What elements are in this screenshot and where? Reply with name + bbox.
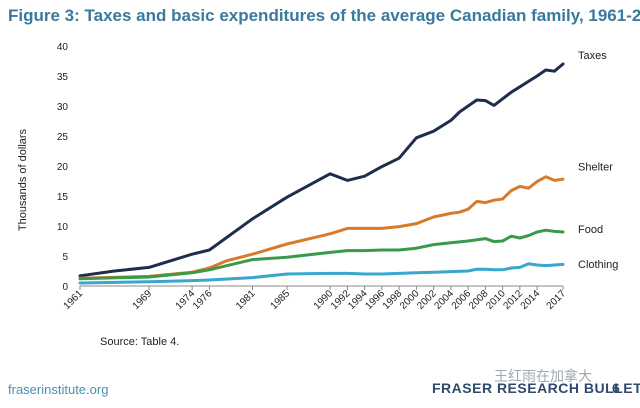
x-tick-label: 1981	[234, 288, 258, 312]
y-tick-label: 25	[57, 132, 69, 143]
y-tick-label: 40	[57, 42, 69, 53]
y-tick-label: 5	[62, 252, 68, 263]
x-tick-label: 1985	[269, 288, 293, 312]
source-note: Source: Table 4.	[100, 336, 180, 348]
y-axis: 0 5 10 15 20 25 30 35 40	[57, 42, 69, 293]
series-line-shelter	[78, 175, 565, 280]
x-tick-label: 2017	[545, 288, 569, 312]
series-label-taxes: Taxes	[578, 50, 607, 62]
y-tick-label: 15	[57, 192, 69, 203]
website-link[interactable]: fraserinstitute.org	[8, 382, 109, 397]
series-line-food	[78, 228, 565, 281]
series-line-clothing	[78, 262, 565, 285]
y-tick-label: 10	[57, 222, 69, 233]
y-tick-label: 20	[57, 162, 69, 173]
y-tick-label: 35	[57, 72, 69, 83]
publication-name: FRASER RESEARCH BULLETIN	[432, 380, 640, 396]
watermark-text: 王红雨在加拿大	[494, 368, 592, 384]
y-axis-label: Thousands of dollars	[17, 128, 29, 231]
y-tick-label: 30	[57, 102, 69, 113]
series-line-taxes	[78, 62, 565, 278]
page-number: 6	[612, 380, 620, 396]
x-tick-label: 1969	[131, 288, 155, 312]
series-labels: Taxes Shelter Food Clothing	[578, 50, 618, 271]
series-lines	[78, 62, 565, 285]
series-label-shelter: Shelter	[578, 162, 613, 174]
chart-title: Figure 3: Taxes and basic expenditures o…	[8, 6, 640, 25]
series-label-clothing: Clothing	[578, 259, 618, 271]
series-label-food: Food	[578, 224, 603, 236]
x-tick-label: 2014	[519, 288, 543, 312]
y-tick-label: 0	[62, 282, 68, 293]
x-tick-label: 1976	[191, 288, 215, 312]
